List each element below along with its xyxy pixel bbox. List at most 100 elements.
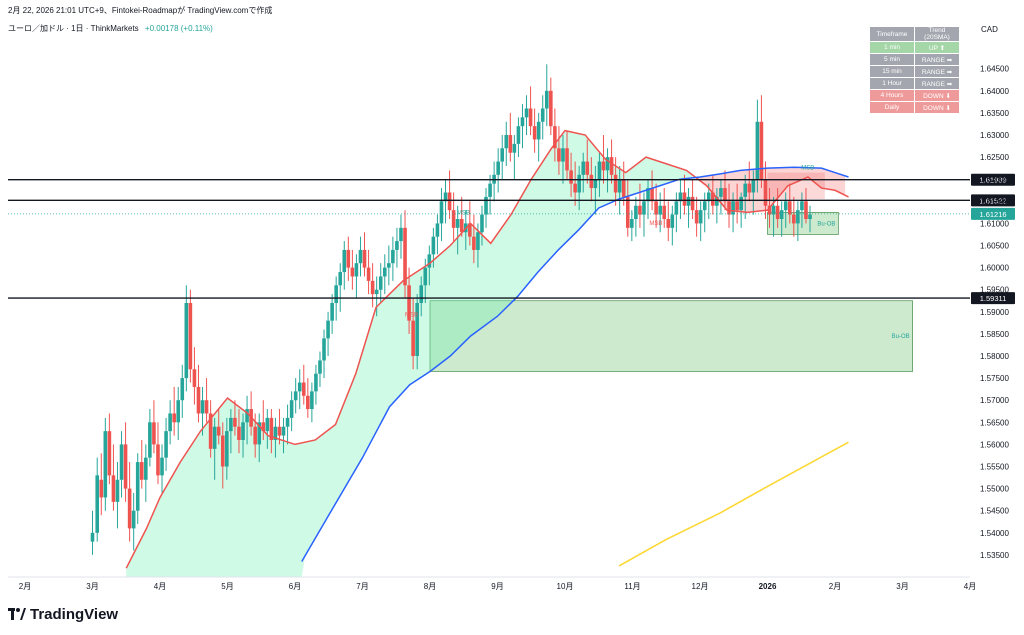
moving-average-lines (125, 129, 849, 569)
candle-down (237, 426, 241, 440)
candle-up (144, 457, 148, 480)
table-cell-trend: DOWN ⬇ (915, 102, 959, 113)
candle-up (184, 302, 189, 379)
candle-up (168, 413, 172, 432)
y-tick-label: 1.61000 (980, 219, 1009, 228)
candle-down (253, 426, 257, 445)
candle-down (666, 219, 671, 228)
candle-down (407, 285, 411, 321)
candle-up (476, 232, 480, 250)
y-tick-label: 1.55000 (980, 485, 1009, 494)
candle-up (731, 201, 735, 215)
candle-up (706, 192, 711, 202)
currency-label: CAD (981, 25, 998, 34)
y-tick-label: 1.55500 (980, 463, 1009, 472)
price-axis[interactable]: 1.53500 1.54000 1.54500 1.55000 1.55500 1.560… (980, 65, 1009, 560)
table-cell-trend: RANGE ➡ (915, 78, 959, 89)
x-tick-label: 7月 (356, 582, 368, 591)
candle-up (751, 179, 756, 193)
price-change: +0.00178 (+0.11%) (144, 24, 213, 33)
candle-up (678, 192, 683, 202)
candle-down (735, 201, 739, 211)
candle-up (488, 183, 492, 197)
candle-up (419, 285, 424, 303)
y-tick-label: 1.59000 (980, 308, 1009, 317)
candle-up (540, 108, 545, 122)
candle-down (759, 121, 764, 180)
candle-down (204, 400, 209, 414)
candle-down (654, 201, 658, 215)
candle-up (245, 409, 249, 423)
candle-down (569, 170, 573, 184)
candle-up (715, 196, 719, 206)
candle-up (395, 241, 399, 250)
candle-up (90, 532, 95, 542)
candle-down (553, 126, 557, 149)
candle-up (520, 117, 525, 127)
candle-up (318, 360, 322, 374)
table-cell-tf: 1 min (870, 42, 914, 53)
table-cell-trend: UP ⬆ (915, 42, 959, 53)
table-cell-tf: Daily (870, 102, 914, 113)
y-tick-label: 1.63000 (980, 131, 1009, 140)
horizontal-lines[interactable]: 1.61989 1.61522 1.59311 1.61216 (8, 173, 1015, 305)
msb-label: MSB (801, 166, 814, 172)
candle-down (804, 201, 808, 219)
candle-up (605, 157, 610, 171)
table-cell-trend: DOWN ⬇ (915, 90, 959, 101)
candle-down (208, 413, 213, 449)
candle-up (382, 267, 387, 277)
ma-line (301, 166, 849, 562)
candle-up (771, 205, 776, 215)
candle-down (613, 174, 618, 193)
x-tick-label: 11月 (624, 582, 640, 591)
candle-up (455, 219, 460, 228)
candle-up (310, 391, 314, 410)
candle-up (670, 214, 675, 228)
candle-up (512, 143, 517, 153)
candle-up (500, 148, 505, 162)
trend-table: Timeframe Trend (20SMA) 1 min UP ⬆ 5 min… (869, 26, 960, 114)
y-tick-label: 1.60000 (980, 264, 1009, 273)
x-tick-label: 2月 (829, 582, 841, 591)
candle-up (630, 219, 634, 228)
tradingview-logo[interactable]: TradingView (8, 606, 118, 623)
y-tick-label: 1.54000 (980, 529, 1009, 538)
y-tick-label: 1.56000 (980, 440, 1009, 449)
candle-up (338, 272, 343, 286)
symbol-legend: ユーロ／加ドル · 1日 · ThinkMarkets +0.00178 (+0… (8, 23, 213, 34)
candle-up (180, 378, 185, 401)
attribution-text: 2月 22, 2026 21:01 UTC+9、Fintokei-Roadmap… (8, 6, 273, 15)
table-cell-tf: 15 min (870, 66, 914, 77)
table-cell-tf: 1 Hour (870, 78, 914, 89)
time-axis[interactable]: 2月 3月 4月 5月 6月 7月 8月 9月 10月 11月 12月 2026 2月 3月 4月 (8, 576, 976, 591)
x-tick-label: 4月 (154, 582, 166, 591)
y-tick-label: 1.58000 (980, 352, 1009, 361)
candle-up (148, 422, 152, 458)
candle-down (370, 280, 375, 295)
x-tick-label: 3月 (86, 582, 98, 591)
candle-up (524, 108, 529, 118)
candle-down (362, 249, 367, 268)
candle-up (423, 267, 428, 286)
x-tick-label: 10月 (557, 582, 574, 591)
candle-down (216, 426, 221, 436)
candle-up (285, 417, 290, 427)
candle-down (261, 422, 266, 432)
candle-up (115, 479, 120, 502)
price-tag-label: 1.61522 (979, 196, 1006, 205)
candle-down (767, 205, 772, 215)
candle-down (662, 205, 667, 219)
candle-up (808, 214, 812, 219)
candle-up (544, 90, 549, 109)
candle-up (516, 126, 521, 144)
bull-cloud (126, 130, 694, 577)
candle-down (107, 431, 112, 476)
candle-up (399, 227, 403, 242)
candle-up (164, 431, 168, 458)
x-tick-label: 12月 (692, 582, 709, 591)
candle-up (642, 201, 646, 215)
candle-up (593, 179, 598, 189)
price-tag-bg (971, 292, 1015, 305)
